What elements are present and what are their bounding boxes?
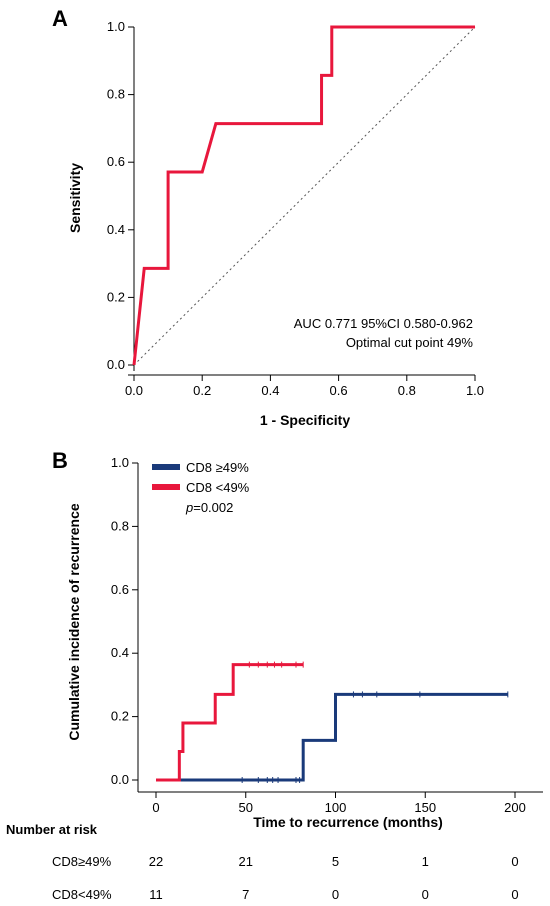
panel-a-ytick-label: 0.6 xyxy=(107,154,125,169)
panel-a-auc-annotation: AUC 0.771 95%CI 0.580-0.962 xyxy=(294,316,473,331)
panel-b-curve-cd8-low xyxy=(156,663,304,782)
panel-a-reference-line xyxy=(133,26,476,366)
panel-b-ylabel: Cumulative incidence of recurrence xyxy=(66,503,82,741)
panel-b-xtick-label: 0 xyxy=(152,800,159,815)
panel-a-xtick-label: 0.4 xyxy=(261,383,279,398)
panel-a-ylabel: Sensitivity xyxy=(67,163,83,233)
risk-table-row-label: CD8<49% xyxy=(52,887,112,902)
panel-a-ytick-label: 0.4 xyxy=(107,222,125,237)
panel-a-cutpoint-annotation: Optimal cut point 49% xyxy=(346,335,474,350)
panel-b-xlabel: Time to recurrence (months) xyxy=(253,814,443,830)
panel-b-ytick-label: 0.2 xyxy=(111,709,129,724)
panel-a-ytick-label: 1.0 xyxy=(107,19,125,34)
legend-p-value: p=0.002 xyxy=(185,500,233,515)
panel-b-ytick-label: 1.0 xyxy=(111,455,129,470)
panel-b-ytick-label: 0.8 xyxy=(111,518,129,533)
panel-b-xtick-label: 100 xyxy=(325,800,347,815)
risk-table-value: 0 xyxy=(511,887,518,902)
risk-table-value: 22 xyxy=(149,854,163,869)
panel-b-ytick-label: 0.4 xyxy=(111,645,129,660)
panel-b-xtick-label: 150 xyxy=(414,800,436,815)
panel-a-xtick-label: 0.8 xyxy=(398,383,416,398)
risk-table-value: 21 xyxy=(239,854,253,869)
panel-a-ytick-label: 0.8 xyxy=(107,87,125,102)
panel-b-label: B xyxy=(52,448,68,473)
p-value-symbol: p xyxy=(185,500,193,515)
chart-marks: 0.0 0.2 0.4 0.6 0.8 1.0 0.0 0.2 0.4 0.6 0.8 1.0 0.0 0… xyxy=(52,19,543,902)
panel-b-ytick-label: 0.6 xyxy=(111,582,129,597)
panel-a-xtick-label: 0.6 xyxy=(330,383,348,398)
panel-b-xtick-label: 50 xyxy=(239,800,253,815)
legend-label-cd8-low: CD8 <49% xyxy=(186,480,250,495)
panel-a-ytick-label: 0.2 xyxy=(107,289,125,304)
risk-table-value: 1 xyxy=(422,854,429,869)
panel-a-label: A xyxy=(52,6,68,31)
risk-table-value: 5 xyxy=(332,854,339,869)
legend-label-cd8-high: CD8 ≥49% xyxy=(186,460,249,475)
risk-table-row-label: CD8≥49% xyxy=(52,854,112,869)
risk-table-value: 0 xyxy=(332,887,339,902)
panel-a-xtick-label: 0.0 xyxy=(125,383,143,398)
panel-a-roc-curve xyxy=(132,25,475,366)
panel-a-xlabel: 1 - Specificity xyxy=(260,412,350,428)
risk-table-value: 7 xyxy=(242,887,249,902)
p-value-text: =0.002 xyxy=(193,500,233,515)
panel-b-xtick-label: 200 xyxy=(504,800,526,815)
panel-a-xtick-label: 1.0 xyxy=(466,383,484,398)
risk-table-value: 11 xyxy=(149,887,163,902)
risk-table-value: 0 xyxy=(511,854,518,869)
panel-a-ytick-label: 0.0 xyxy=(107,357,125,372)
risk-table-title: Number at risk xyxy=(6,822,98,837)
risk-table-value: 0 xyxy=(422,887,429,902)
panel-a-xtick-label: 0.2 xyxy=(193,383,211,398)
panel-b-curve-cd8-high xyxy=(156,692,508,782)
panel-b-ytick-label: 0.0 xyxy=(111,772,129,787)
